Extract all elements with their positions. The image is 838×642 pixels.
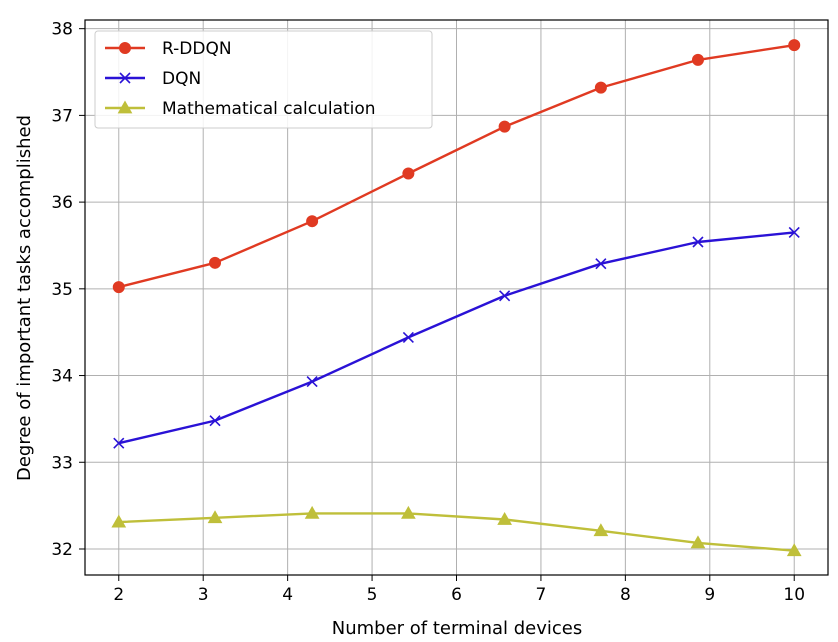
data-point [786, 543, 802, 557]
x-tick-label: 10 [783, 585, 805, 605]
x-tick-label: 3 [198, 585, 209, 605]
data-point [209, 415, 221, 427]
data-point [788, 39, 801, 52]
marker-stroke [788, 226, 800, 239]
series-2 [111, 505, 802, 557]
data-point [498, 120, 511, 133]
series-line [118, 512, 795, 552]
data-point [306, 376, 318, 388]
legend-box [94, 30, 433, 129]
y-tick-label: 36 [51, 193, 73, 213]
data-point [593, 523, 609, 537]
data-point [112, 281, 125, 294]
data-point [207, 510, 223, 524]
legend-label: DQN [162, 69, 201, 89]
data-point [691, 53, 704, 66]
x-tick-label: 5 [367, 585, 378, 605]
series-1 [113, 226, 800, 449]
data-point [401, 505, 416, 519]
x-tick-label: 8 [620, 585, 631, 605]
series-0 [112, 39, 801, 294]
legend-item: DQN [105, 69, 201, 89]
marker-stroke [692, 236, 704, 248]
data-point [304, 505, 320, 519]
series-layer [111, 39, 802, 557]
legend-marker [119, 72, 131, 84]
x-axis-label: Number of terminal devices [332, 618, 583, 639]
x-tick-label: 4 [282, 585, 293, 605]
marker-stroke [595, 258, 607, 270]
legend: R-DDQN DQN Mathematical calculation [94, 30, 433, 129]
y-tick-label: 37 [51, 106, 73, 126]
legend-marker [117, 100, 133, 114]
legend-marker [119, 42, 131, 54]
data-point [402, 331, 414, 343]
legend-item: Mathematical calculation [105, 99, 376, 119]
series-line [118, 231, 795, 445]
marker-stroke [113, 437, 125, 449]
marker-stroke [119, 72, 131, 84]
y-axis-label: Degree of important tasks accomplished [14, 115, 35, 481]
data-point [595, 258, 607, 270]
data-point [499, 290, 511, 302]
data-point [209, 256, 222, 269]
data-point [497, 511, 512, 525]
y-tick-label: 35 [51, 280, 73, 300]
y-tick-label: 32 [51, 540, 73, 560]
data-point [306, 215, 319, 228]
marker-stroke [306, 376, 318, 388]
data-point [594, 81, 607, 94]
y-tick-label: 34 [51, 367, 73, 387]
legend-label: R-DDQN [162, 39, 232, 59]
data-point [690, 535, 706, 549]
legend-label: Mathematical calculation [162, 99, 376, 119]
x-tick-label: 2 [113, 585, 124, 605]
data-point [692, 236, 704, 248]
y-tick-label: 33 [51, 453, 73, 473]
x-tick-label: 6 [451, 585, 462, 605]
legend-item: R-DDQN [105, 39, 232, 59]
x-tick-label: 9 [704, 585, 715, 605]
data-point [113, 437, 125, 449]
data-point [111, 514, 127, 528]
series-line [118, 43, 795, 289]
data-point [402, 167, 415, 180]
y-tick-label: 38 [51, 20, 73, 40]
x-tick-label: 7 [536, 585, 547, 605]
marker-stroke [402, 331, 414, 343]
data-point [788, 226, 800, 239]
marker-stroke [499, 290, 511, 302]
marker-stroke [209, 415, 221, 427]
